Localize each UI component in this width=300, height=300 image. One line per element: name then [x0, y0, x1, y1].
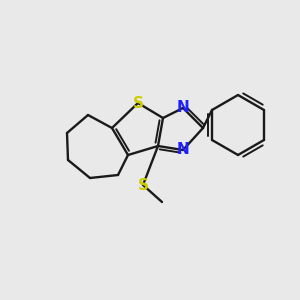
Text: S: S	[137, 178, 148, 193]
Text: N: N	[177, 142, 189, 158]
Text: S: S	[133, 95, 143, 110]
Text: N: N	[177, 100, 189, 116]
